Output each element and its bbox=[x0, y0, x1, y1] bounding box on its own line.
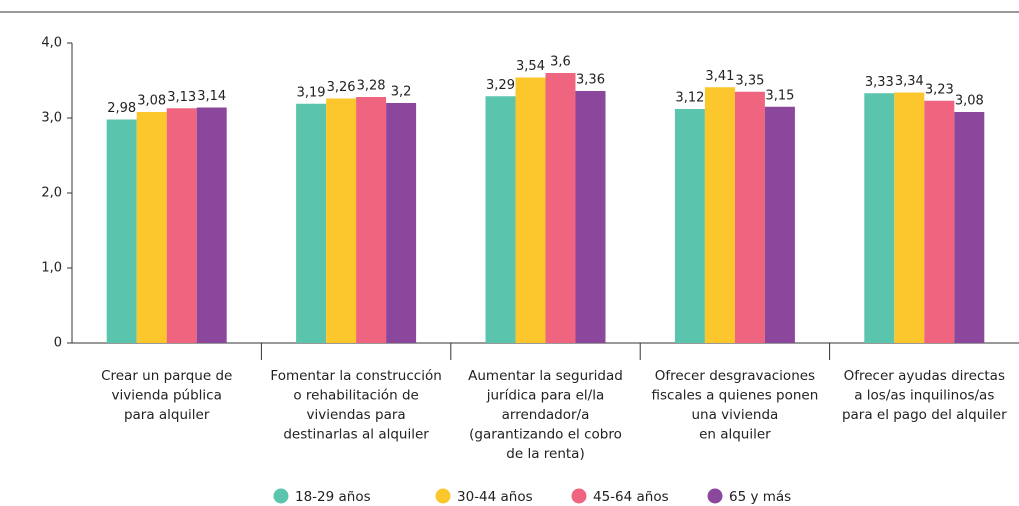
value-label: 3,08 bbox=[137, 94, 166, 109]
value-label: 3,54 bbox=[516, 59, 545, 74]
x-tick-label: jurídica para el/la bbox=[486, 388, 605, 404]
legend-label: 30-44 años bbox=[457, 489, 533, 505]
x-tick-label: Ofrecer ayudas directas bbox=[844, 368, 1005, 384]
bar bbox=[674, 109, 705, 343]
legend-swatch bbox=[707, 488, 723, 504]
value-label: 3,14 bbox=[197, 89, 226, 104]
value-label: 2,98 bbox=[107, 101, 136, 116]
y-tick-label: 1,0 bbox=[41, 261, 62, 276]
bar bbox=[734, 91, 765, 343]
value-label: 3,13 bbox=[167, 90, 196, 105]
bar bbox=[196, 107, 227, 343]
x-tick-label: viviendas para bbox=[307, 407, 406, 423]
bar bbox=[575, 91, 606, 343]
x-tick-label: fiscales a quienes ponen bbox=[652, 388, 819, 404]
bar bbox=[136, 112, 167, 343]
legend-label: 45-64 años bbox=[593, 489, 669, 505]
x-tick-label: de la renta) bbox=[506, 446, 584, 462]
value-label: 3,35 bbox=[735, 73, 764, 88]
x-tick-label: para el pago del alquiler bbox=[842, 407, 1007, 423]
value-label: 3,19 bbox=[297, 85, 326, 100]
x-tick-label: vivienda pública bbox=[112, 388, 222, 404]
value-label: 3,23 bbox=[925, 82, 954, 97]
x-tick-label: arrendador/a bbox=[502, 407, 590, 423]
bar bbox=[545, 73, 576, 343]
bar bbox=[296, 103, 327, 343]
x-tick-label: Aumentar la seguridad bbox=[468, 368, 623, 384]
bar bbox=[485, 96, 516, 343]
x-tick-label: Crear un parque de bbox=[101, 368, 232, 384]
bar bbox=[894, 92, 925, 343]
value-label: 3,41 bbox=[705, 69, 734, 84]
bar bbox=[356, 97, 387, 343]
y-tick-label: 3,0 bbox=[41, 111, 62, 126]
value-label: 3,6 bbox=[550, 55, 571, 70]
bar bbox=[166, 108, 197, 343]
x-tick-label: (garantizando el cobro bbox=[469, 427, 622, 443]
legend-swatch bbox=[571, 488, 587, 504]
value-label: 3,36 bbox=[576, 73, 605, 88]
bar bbox=[515, 77, 546, 343]
bar bbox=[106, 119, 137, 343]
bar bbox=[954, 112, 985, 343]
value-label: 3,15 bbox=[765, 88, 794, 103]
value-label: 3,2 bbox=[391, 85, 412, 100]
legend-swatch bbox=[273, 488, 289, 504]
bar bbox=[386, 103, 417, 343]
bar bbox=[326, 98, 357, 343]
legend-label: 65 y más bbox=[729, 489, 791, 505]
bar bbox=[864, 93, 895, 343]
legend-label: 18-29 años bbox=[295, 489, 371, 505]
value-label: 3,29 bbox=[486, 78, 515, 93]
bar bbox=[704, 87, 735, 343]
bar bbox=[764, 106, 795, 343]
value-label: 3,12 bbox=[675, 91, 704, 106]
x-tick-label: una vivienda bbox=[691, 407, 778, 423]
y-tick-label: 4,0 bbox=[41, 36, 62, 51]
x-tick-label: para alquiler bbox=[124, 407, 210, 423]
value-label: 3,08 bbox=[955, 94, 984, 109]
x-tick-label: a los/as inquilinos/as bbox=[854, 388, 994, 404]
y-tick-label: 0 bbox=[54, 336, 62, 351]
x-tick-label: o rehabilitación de bbox=[293, 388, 418, 404]
bar bbox=[924, 100, 955, 343]
legend-swatch bbox=[435, 488, 451, 504]
x-tick-label: destinarlas al alquiler bbox=[283, 427, 429, 443]
x-tick-label: Fomentar la construcción bbox=[270, 368, 441, 384]
x-tick-label: en alquiler bbox=[699, 427, 771, 443]
value-label: 3,26 bbox=[327, 80, 356, 95]
x-tick-label: Ofrecer desgravaciones bbox=[655, 368, 815, 384]
value-label: 3,33 bbox=[865, 75, 894, 90]
value-label: 3,28 bbox=[357, 79, 386, 94]
y-tick-label: 2,0 bbox=[41, 186, 62, 201]
value-label: 3,34 bbox=[895, 74, 924, 89]
